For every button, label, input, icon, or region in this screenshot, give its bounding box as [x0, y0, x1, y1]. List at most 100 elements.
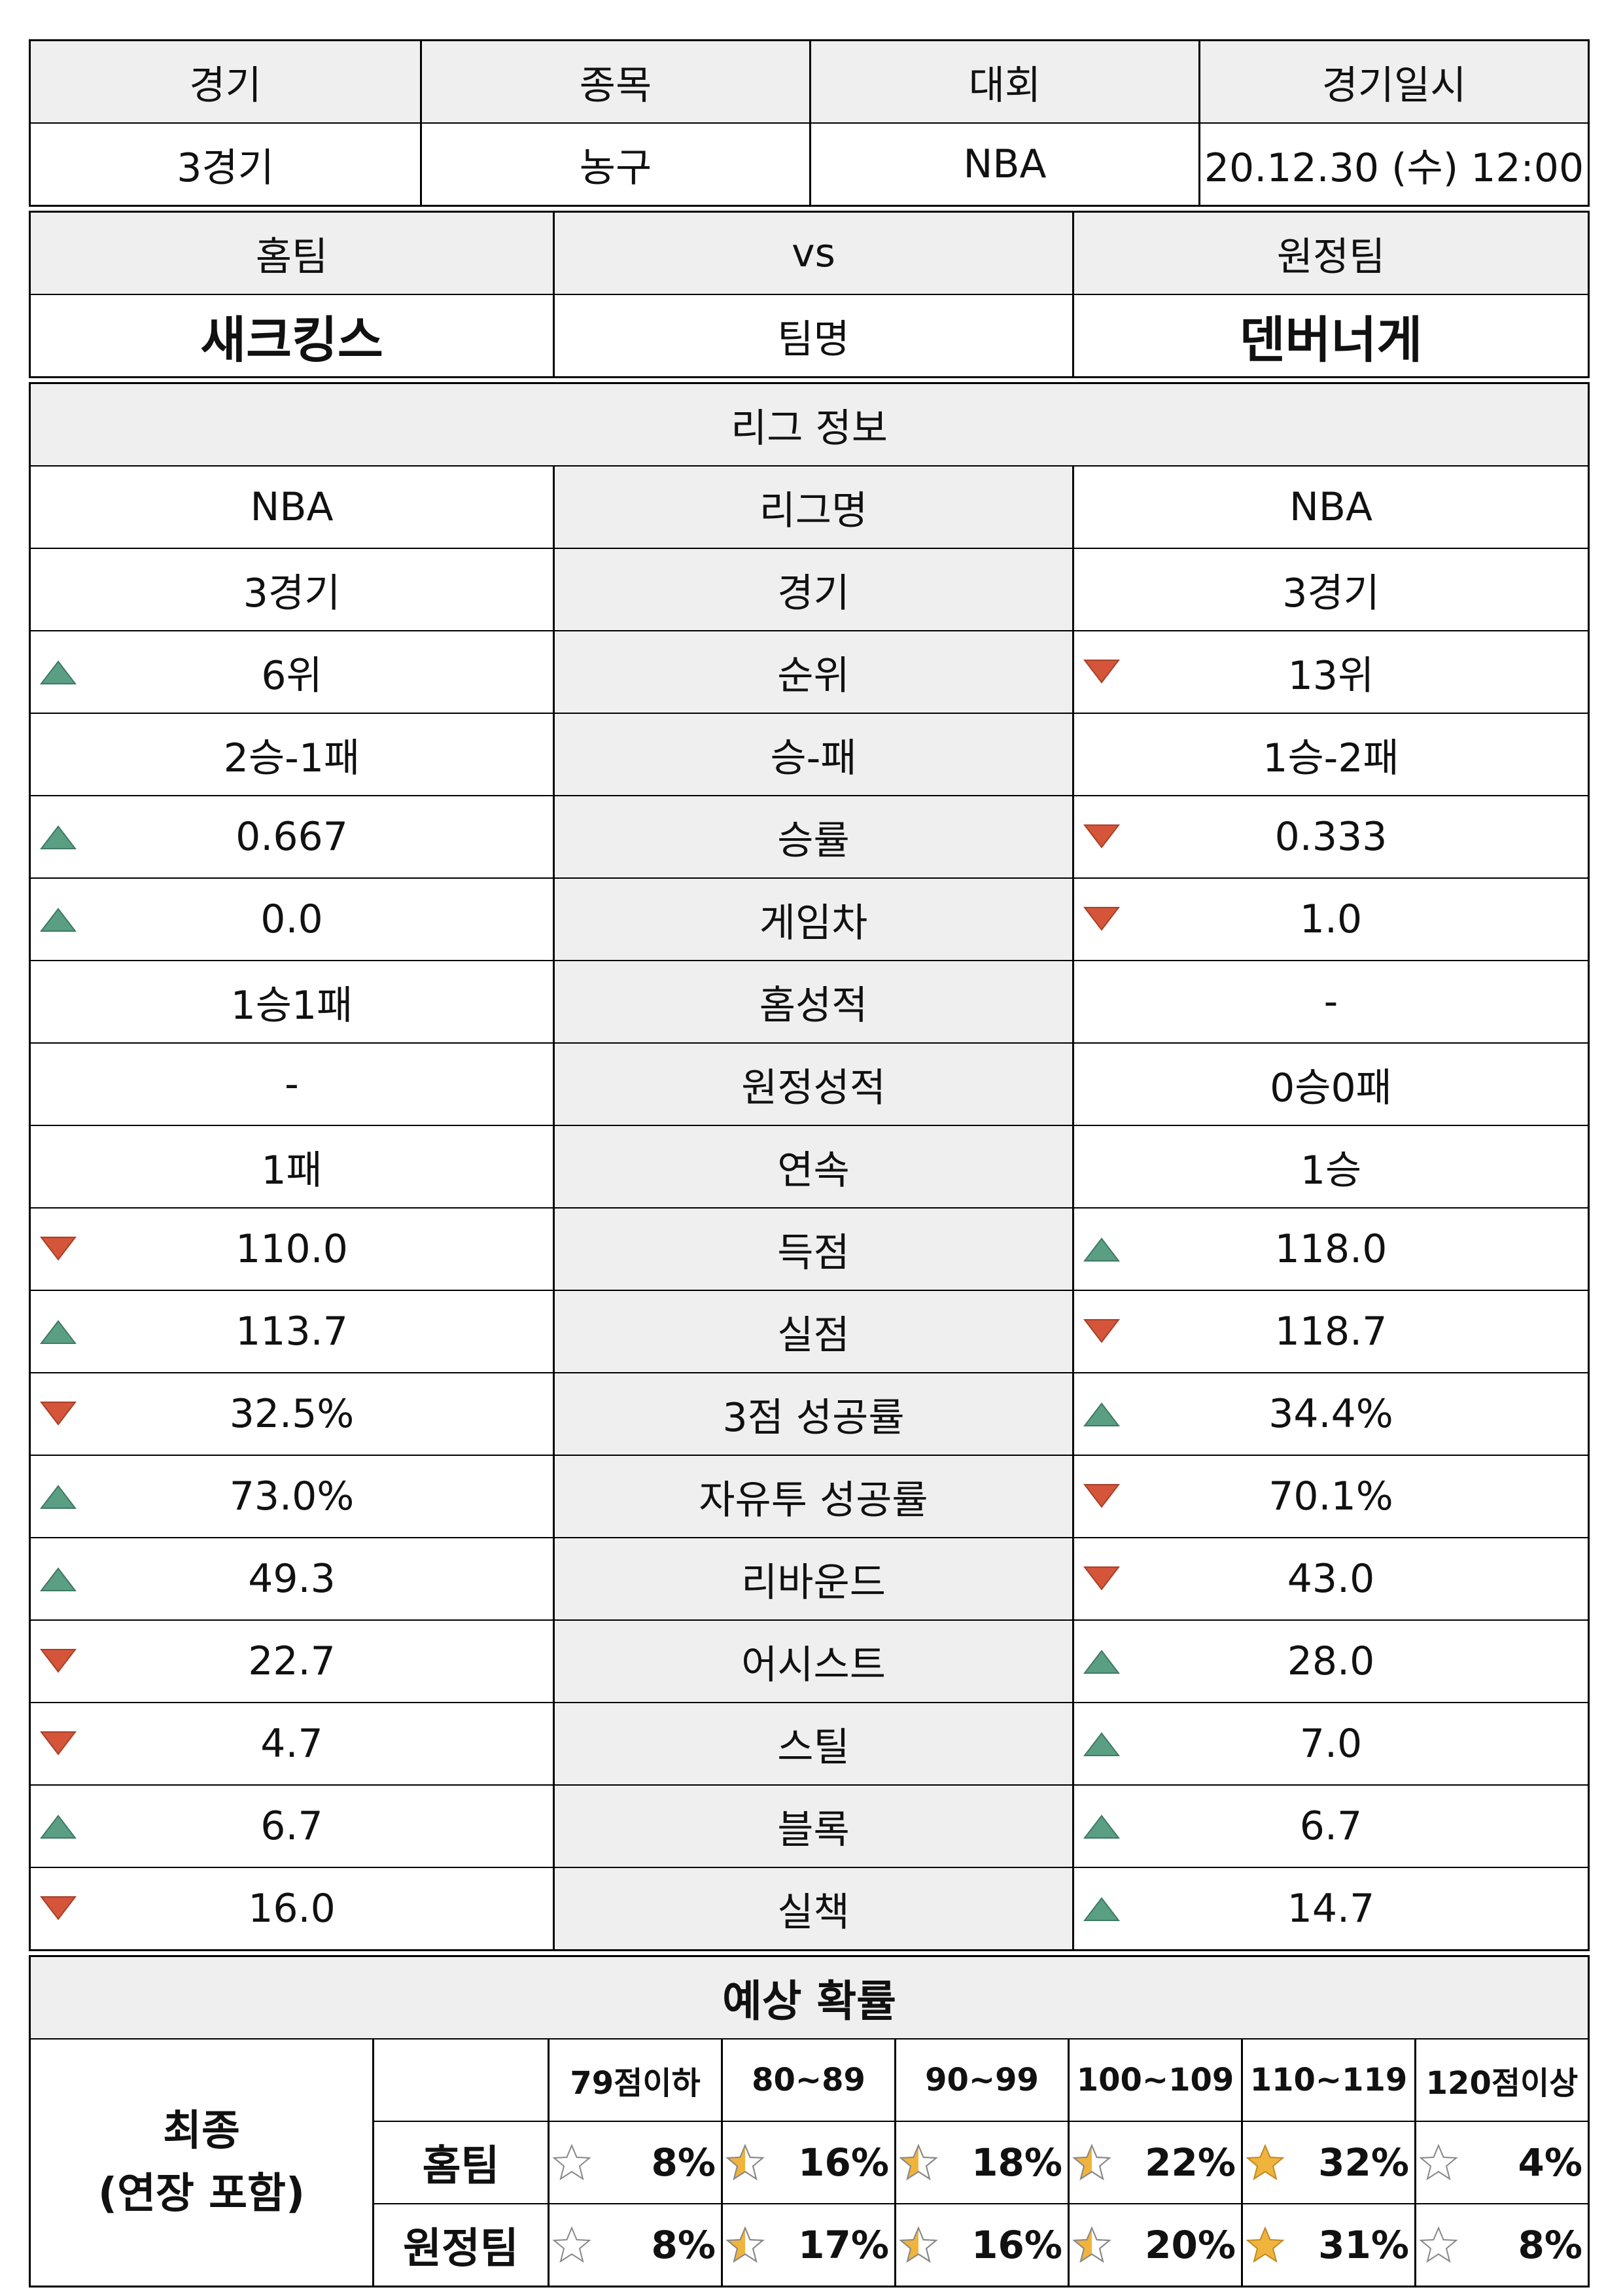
away-stat-value: 28.0: [1072, 1621, 1588, 1702]
stat-label: 블록: [553, 1786, 1072, 1867]
header-sport: 종목: [420, 41, 809, 122]
stat-label: 어시스트: [553, 1621, 1072, 1702]
star-full-icon: [1246, 2144, 1285, 2181]
probability-title: 예상 확률: [31, 1957, 1588, 2038]
teams-name-row: 새크킹스 팀명 덴버너게: [31, 294, 1588, 376]
probability-cell: 20%: [1068, 2204, 1241, 2286]
home-stat-text: 6위: [261, 652, 323, 699]
probability-row: 원정팀 8% 17% 16% 20% 31% 8%: [374, 2203, 1588, 2286]
up-arrow-icon: [1083, 1402, 1121, 1426]
home-stat-value: 4.7: [31, 1703, 553, 1784]
probability-row: 홈팀 8% 16% 18% 22% 32% 4%: [374, 2121, 1588, 2203]
home-stat-text: 0.0: [260, 896, 323, 942]
home-stat-text: 49.3: [248, 1556, 336, 1602]
value-game: 3경기: [177, 145, 274, 191]
star-partial-icon: [1072, 2144, 1111, 2181]
probability-value: 8%: [1518, 2223, 1582, 2267]
home-stat-value: 0.0: [31, 879, 553, 960]
away-stat-value: NBA: [1072, 467, 1588, 548]
probability-value: 16%: [798, 2140, 889, 2185]
away-team-name: 덴버너게: [1072, 295, 1588, 376]
star-full-icon: [1246, 2226, 1285, 2263]
away-stat-text: 118.7: [1274, 1309, 1387, 1354]
away-stat-text: 13위: [1287, 652, 1374, 699]
stat-label: 리바운드: [553, 1538, 1072, 1619]
home-stat-value: 1패: [31, 1126, 553, 1207]
home-stat-value: 2승-1패: [31, 714, 553, 795]
probability-cell: 16%: [721, 2122, 894, 2203]
star-empty-icon: [552, 2226, 591, 2263]
away-stat-value: 13위: [1072, 631, 1588, 713]
league-stat-row: 0.667 승률 0.333: [31, 795, 1588, 877]
star-empty-icon: [1419, 2226, 1458, 2263]
down-arrow-icon: [39, 1402, 77, 1426]
stat-label: 스틸: [553, 1703, 1072, 1784]
down-arrow-icon: [1083, 824, 1121, 849]
home-stat-value: 22.7: [31, 1621, 553, 1702]
down-arrow-icon: [1083, 907, 1121, 931]
vs-label: vs: [553, 213, 1072, 294]
league-stat-row: 16.0 실책 14.7: [31, 1867, 1588, 1949]
home-stat-value: 73.0%: [31, 1456, 553, 1537]
up-arrow-icon: [1083, 1814, 1121, 1839]
stat-label: 원정성적: [553, 1044, 1072, 1125]
probability-table: 예상 확률 최종 (연장 포함) 79점이하 80~89 90~99 100~109 1…: [29, 1955, 1590, 2287]
stat-label: 홈성적: [553, 961, 1072, 1042]
match-info-value-row: 3경기 농구 NBA 20.12.30 (수) 12:00: [31, 122, 1588, 205]
away-stat-text: 28.0: [1287, 1638, 1375, 1684]
away-stat-value: 0.333: [1072, 796, 1588, 877]
down-arrow-icon: [39, 1237, 77, 1261]
star-partial-icon: [725, 2226, 765, 2263]
probability-value: 4%: [1518, 2140, 1582, 2185]
home-stat-text: 1승1패: [230, 982, 353, 1029]
header-competition: 대회: [809, 41, 1198, 122]
league-stat-row: 6위 순위 13위: [31, 630, 1588, 713]
star-empty-icon: [552, 2144, 591, 2181]
probability-cell: 8%: [1414, 2204, 1588, 2286]
away-stat-value: 1승-2패: [1072, 714, 1588, 795]
down-arrow-icon: [1083, 1566, 1121, 1591]
up-arrow-icon: [39, 1814, 77, 1839]
stat-label: 승률: [553, 796, 1072, 877]
home-team-name: 새크킹스: [200, 311, 383, 369]
home-stat-value: 3경기: [31, 549, 553, 630]
stat-label: 3점 성공률: [553, 1373, 1072, 1455]
probability-cell: 32%: [1241, 2122, 1414, 2203]
away-stat-text: 118.0: [1274, 1226, 1387, 1272]
report-sheet: 경기 종목 대회 경기일시 3경기 농구 NBA 20.12.30 (수) 12…: [29, 39, 1590, 2287]
team-name-label: 팀명: [553, 295, 1072, 376]
star-partial-icon: [725, 2144, 765, 2181]
stat-label: 실책: [553, 1868, 1072, 1949]
score-range-header: 79점이하: [548, 2040, 721, 2121]
league-stat-row: 3경기 경기 3경기: [31, 548, 1588, 630]
stat-label: 득점: [553, 1209, 1072, 1290]
probability-grid: 79점이하 80~89 90~99 100~109 110~119 120점이상 홈팀 8% 1…: [374, 2040, 1588, 2286]
league-stat-row: 73.0% 자유투 성공률 70.1%: [31, 1455, 1588, 1537]
probability-body: 최종 (연장 포함) 79점이하 80~89 90~99 100~109 110~119…: [31, 2038, 1588, 2286]
value-sport: 농구: [420, 124, 809, 205]
home-stat-value: 32.5%: [31, 1373, 553, 1455]
home-stat-value: 16.0: [31, 1868, 553, 1949]
home-stat-text: 2승-1패: [223, 735, 360, 781]
probability-value: 8%: [651, 2223, 716, 2267]
home-stat-text: 22.7: [248, 1638, 336, 1684]
up-arrow-icon: [1083, 1237, 1121, 1262]
probability-row-group-label: 최종 (연장 포함): [31, 2040, 374, 2286]
probability-cell: 8%: [548, 2122, 721, 2203]
star-empty-icon: [1419, 2144, 1458, 2181]
probability-value: 17%: [798, 2223, 889, 2267]
up-arrow-icon: [39, 1567, 77, 1591]
away-stat-value: 1승: [1072, 1126, 1588, 1207]
match-info-table: 경기 종목 대회 경기일시 3경기 농구 NBA 20.12.30 (수) 12…: [29, 39, 1590, 207]
away-stat-value: 34.4%: [1072, 1373, 1588, 1455]
away-stat-value: 118.0: [1072, 1209, 1588, 1290]
league-stat-row: 2승-1패 승-패 1승-2패: [31, 713, 1588, 795]
home-stat-text: 3경기: [243, 570, 341, 616]
up-arrow-icon: [1083, 1732, 1121, 1756]
home-stat-value: 6.7: [31, 1786, 553, 1867]
league-stat-row: 1승1패 홈성적 -: [31, 960, 1588, 1042]
match-info-header-row: 경기 종목 대회 경기일시: [31, 41, 1588, 122]
home-stat-text: 6.7: [260, 1803, 323, 1849]
up-arrow-icon: [39, 1485, 77, 1509]
home-stat-value: 110.0: [31, 1209, 553, 1290]
